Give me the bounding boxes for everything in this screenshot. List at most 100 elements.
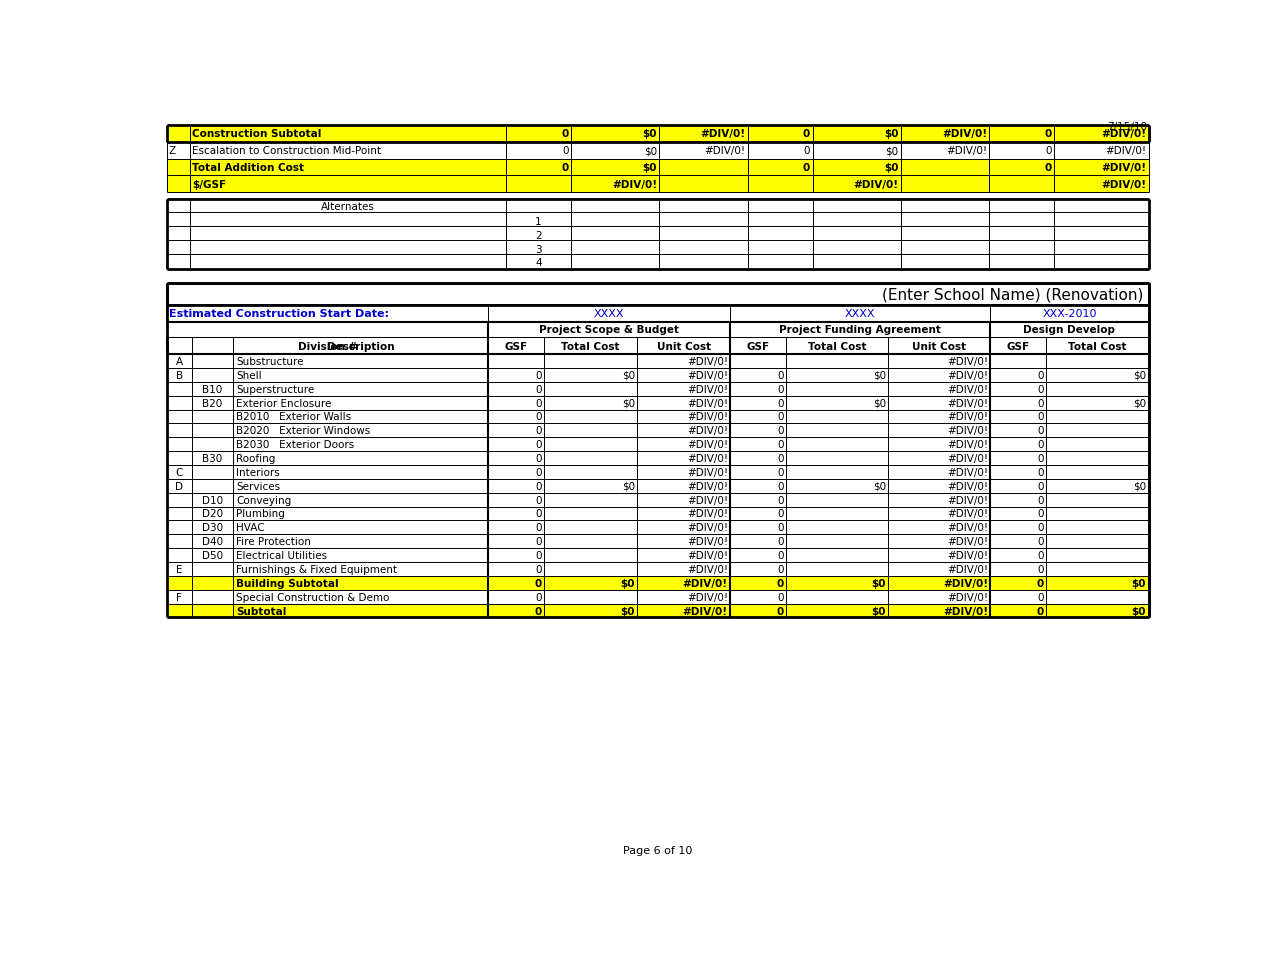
Text: 0: 0 xyxy=(1038,398,1044,408)
Text: 0: 0 xyxy=(535,412,541,422)
Text: 0: 0 xyxy=(777,426,784,436)
Bar xyxy=(167,383,1148,396)
Text: $0: $0 xyxy=(644,146,657,156)
Text: $0: $0 xyxy=(884,129,898,139)
Text: 0: 0 xyxy=(1038,523,1044,533)
Text: 0: 0 xyxy=(535,523,541,533)
Text: 0: 0 xyxy=(1038,440,1044,450)
Text: #DIV/0!: #DIV/0! xyxy=(947,440,988,450)
Text: 0: 0 xyxy=(777,509,784,519)
Text: 0: 0 xyxy=(562,146,568,156)
Text: #DIV/0!: #DIV/0! xyxy=(612,179,657,190)
Text: B20: B20 xyxy=(203,398,223,408)
Text: 0: 0 xyxy=(1044,129,1052,139)
Bar xyxy=(167,507,1148,521)
Text: #DIV/0!: #DIV/0! xyxy=(947,398,988,408)
Text: 0: 0 xyxy=(777,412,784,422)
Text: #DIV/0!: #DIV/0! xyxy=(686,564,727,575)
Text: 0: 0 xyxy=(1037,606,1044,616)
Text: #DIV/0!: #DIV/0! xyxy=(947,453,988,463)
Text: Substructure: Substructure xyxy=(236,357,303,366)
Text: 0: 0 xyxy=(562,163,568,172)
Text: 0: 0 xyxy=(1038,467,1044,478)
Text: Fire Protection: Fire Protection xyxy=(236,537,310,547)
Text: Plumbing: Plumbing xyxy=(236,509,285,519)
Bar xyxy=(167,355,1148,368)
Text: #DIV/0!: #DIV/0! xyxy=(686,398,727,408)
Bar xyxy=(167,396,1148,410)
Text: Unit Cost: Unit Cost xyxy=(912,341,966,352)
Text: Construction Subtotal: Construction Subtotal xyxy=(192,129,322,139)
Text: Design Develop: Design Develop xyxy=(1024,326,1115,335)
Text: Special Construction & Demo: Special Construction & Demo xyxy=(236,592,389,602)
Text: #DIV/0!: #DIV/0! xyxy=(683,578,727,588)
Text: Superstructure: Superstructure xyxy=(236,385,314,394)
Text: 0: 0 xyxy=(777,495,784,505)
Text: 0: 0 xyxy=(1038,509,1044,519)
Text: 0: 0 xyxy=(535,467,541,478)
Text: 0: 0 xyxy=(803,146,811,156)
Text: #DIV/0!: #DIV/0! xyxy=(947,385,988,394)
Text: 0: 0 xyxy=(777,453,784,463)
Text: #DIV/0!: #DIV/0! xyxy=(1105,146,1146,156)
Text: B30: B30 xyxy=(203,453,223,463)
Text: Shell: Shell xyxy=(236,370,262,381)
Text: Total Cost: Total Cost xyxy=(1069,341,1126,352)
Bar xyxy=(167,338,1148,355)
Text: #DIV/0!: #DIV/0! xyxy=(686,592,727,602)
Bar xyxy=(167,368,1148,383)
Text: $0: $0 xyxy=(622,370,635,381)
Bar xyxy=(167,142,1148,159)
Text: #DIV/0!: #DIV/0! xyxy=(686,482,727,491)
Text: Subtotal: Subtotal xyxy=(236,606,286,616)
Bar xyxy=(167,480,1148,493)
Text: 0: 0 xyxy=(535,564,541,575)
Text: 0: 0 xyxy=(1038,453,1044,463)
Text: XXXX: XXXX xyxy=(845,309,875,319)
Text: Building Subtotal: Building Subtotal xyxy=(236,578,339,588)
Text: Project Scope & Budget: Project Scope & Budget xyxy=(539,326,679,335)
Text: #DIV/0!: #DIV/0! xyxy=(686,412,727,422)
Bar xyxy=(167,452,1148,465)
Text: Exterior Enclosure: Exterior Enclosure xyxy=(236,398,331,408)
Text: #DIV/0!: #DIV/0! xyxy=(942,129,987,139)
Text: #DIV/0!: #DIV/0! xyxy=(947,537,988,547)
Text: Alternates: Alternates xyxy=(321,203,375,212)
Text: D10: D10 xyxy=(201,495,223,505)
Text: #DIV/0!: #DIV/0! xyxy=(686,453,727,463)
Text: 0: 0 xyxy=(1038,412,1044,422)
Text: 0: 0 xyxy=(1038,495,1044,505)
Text: B10: B10 xyxy=(203,385,223,394)
Text: C: C xyxy=(176,467,183,478)
Text: $0: $0 xyxy=(872,370,885,381)
Text: $0: $0 xyxy=(1133,482,1146,491)
Bar xyxy=(167,159,1148,176)
Text: GSF: GSF xyxy=(747,341,770,352)
Text: Conveying: Conveying xyxy=(236,495,291,505)
Text: Description: Description xyxy=(327,341,394,352)
Text: $0: $0 xyxy=(1133,398,1146,408)
Bar xyxy=(167,229,1148,242)
Text: #DIV/0!: #DIV/0! xyxy=(683,606,727,616)
Text: #DIV/0!: #DIV/0! xyxy=(947,509,988,519)
Text: $0: $0 xyxy=(872,482,885,491)
Text: E: E xyxy=(176,564,182,575)
Text: #DIV/0!: #DIV/0! xyxy=(947,564,988,575)
Text: #DIV/0!: #DIV/0! xyxy=(686,550,727,560)
Text: #DIV/0!: #DIV/0! xyxy=(853,179,898,190)
Text: Unit Cost: Unit Cost xyxy=(657,341,711,352)
Bar xyxy=(167,410,1148,424)
Bar xyxy=(167,535,1148,548)
Text: #DIV/0!: #DIV/0! xyxy=(1101,163,1146,172)
Text: $0: $0 xyxy=(622,398,635,408)
Text: $0: $0 xyxy=(643,129,657,139)
Text: Estimated Construction Start Date:: Estimated Construction Start Date: xyxy=(169,309,389,319)
Text: D50: D50 xyxy=(201,550,223,560)
Text: 0: 0 xyxy=(535,453,541,463)
Text: 0: 0 xyxy=(777,370,784,381)
Bar xyxy=(167,465,1148,480)
Text: #DIV/0!: #DIV/0! xyxy=(686,426,727,436)
Text: #DIV/0!: #DIV/0! xyxy=(947,495,988,505)
Bar xyxy=(167,256,1148,270)
Text: 0: 0 xyxy=(777,440,784,450)
